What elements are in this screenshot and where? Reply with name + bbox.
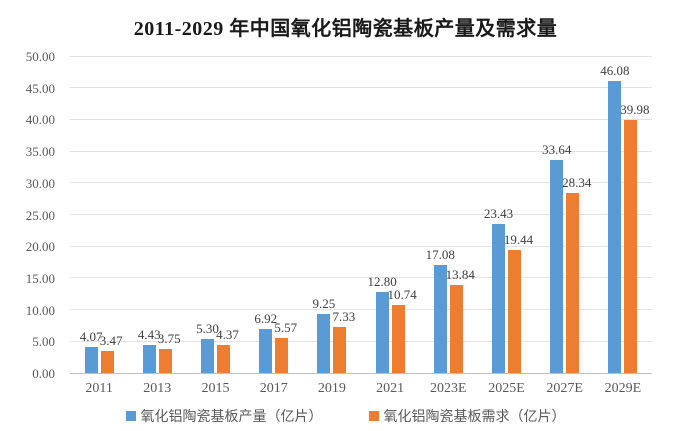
- legend-item-production: 氧化铝陶瓷基板产量（亿片）: [125, 406, 323, 426]
- x-axis-tick-label-2015: 2015: [201, 381, 230, 396]
- legend: 氧化铝陶瓷基板产量（亿片） 氧化铝陶瓷基板需求（亿片）: [0, 406, 691, 426]
- bar-demand-2019: [333, 326, 347, 373]
- value-label-demand-2021: 10.74: [387, 286, 417, 302]
- y-axis-tick-label: 45.00: [25, 80, 55, 96]
- bar-demand-2013: [158, 349, 172, 373]
- y-axis-tick-label: 35.00: [25, 144, 55, 160]
- value-label-demand-2011: 3.47: [99, 333, 123, 348]
- bar-demand-2029E: [624, 119, 638, 373]
- bar-demand-2025E: [508, 249, 521, 373]
- value-label-production-2025E: 23.43: [483, 206, 514, 222]
- y-axis-tick-label: 5.00: [32, 334, 55, 350]
- bar-demand-2021: [391, 304, 405, 373]
- bar-production-2021: [375, 291, 389, 373]
- legend-label: 氧化铝陶瓷基板需求（亿片）: [383, 410, 566, 425]
- value-label-production-2029E: 46.08: [600, 62, 630, 78]
- x-axis-tick-label-2025E: 2025E: [488, 381, 525, 396]
- x-axis-tick-label-2017: 2017: [259, 381, 288, 396]
- bar-production-2013: [142, 344, 156, 373]
- y-axis-tick-label: 25.00: [25, 207, 55, 223]
- x-axis-tick-label-2021: 2021: [376, 381, 405, 396]
- gridline: [70, 87, 652, 89]
- value-label-production-2021: 12.80: [367, 273, 397, 289]
- legend-label: 氧化铝陶瓷基板产量（亿片）: [140, 410, 323, 425]
- bar-demand-2015: [217, 345, 230, 373]
- value-label-production-2013: 4.43: [137, 326, 161, 342]
- x-axis-tick-label-2011: 2011: [85, 381, 113, 396]
- y-axis-tick-label: 20.00: [25, 239, 55, 255]
- value-label-production-2017: 6.92: [254, 311, 278, 327]
- bar-demand-2017: [275, 337, 289, 373]
- value-label-demand-2023E: 13.84: [445, 267, 475, 283]
- value-label-demand-2025E: 19.44: [503, 231, 534, 247]
- bar-demand-2011: [100, 351, 114, 373]
- x-axis-tick-label-2019: 2019: [317, 381, 346, 396]
- value-label-demand-2019: 7.33: [332, 308, 356, 324]
- y-axis-tick-label: 15.00: [25, 270, 55, 286]
- legend-item-demand: 氧化铝陶瓷基板需求（亿片）: [368, 406, 566, 426]
- bar-production-2025E: [492, 224, 505, 373]
- chart-title: 2011-2029 年中国氧化铝陶瓷基板产量及需求量: [133, 18, 558, 40]
- gridline: [70, 277, 652, 279]
- gridline: [70, 340, 652, 342]
- x-axis-tick-label-2027E: 2027E: [546, 381, 583, 396]
- gridline: [70, 214, 652, 215]
- bar-demand-2023E: [449, 285, 463, 373]
- gridline: [70, 309, 652, 311]
- value-label-production-2011: 4.07: [79, 329, 103, 345]
- value-label-demand-2013: 3.75: [157, 331, 181, 347]
- bar-demand-2027E: [566, 193, 580, 373]
- bar-production-2027E: [550, 159, 564, 373]
- y-axis-tick-label: 30.00: [25, 175, 55, 191]
- value-label-demand-2027E: 28.34: [562, 175, 592, 191]
- gridline: [70, 55, 652, 57]
- value-label-demand-2015: 4.37: [216, 327, 239, 343]
- gridline: [70, 245, 652, 247]
- y-axis-tick-label: 0.00: [32, 366, 55, 381]
- x-axis-tick-label-2029E: 2029E: [604, 381, 642, 396]
- legend-swatch-icon: [125, 411, 136, 421]
- bar-production-2019: [317, 314, 331, 373]
- value-label-production-2027E: 33.64: [542, 141, 572, 157]
- y-axis-tick-label: 50.00: [25, 49, 55, 64]
- value-label-production-2015: 5.30: [196, 321, 219, 337]
- gridline: [70, 150, 652, 152]
- y-axis-tick-label: 40.00: [25, 112, 55, 128]
- bar-production-2023E: [433, 264, 447, 373]
- value-label-demand-2029E: 39.98: [620, 101, 650, 117]
- bar-production-2017: [259, 329, 273, 373]
- value-label-production-2019: 9.25: [312, 296, 336, 312]
- value-label-demand-2017: 5.57: [274, 319, 298, 335]
- legend-swatch-icon: [368, 411, 379, 421]
- value-label-production-2023E: 17.08: [425, 246, 455, 262]
- gridline: [70, 118, 652, 120]
- x-axis-line: [70, 372, 652, 374]
- y-axis-tick-label: 10.00: [25, 302, 55, 318]
- bar-production-2029E: [608, 80, 622, 373]
- gridline: [70, 182, 652, 184]
- x-axis-tick-label-2013: 2013: [143, 381, 172, 396]
- bar-production-2011: [84, 347, 98, 373]
- bar-production-2015: [201, 339, 214, 373]
- x-axis-tick-label-2023E: 2023E: [430, 381, 467, 396]
